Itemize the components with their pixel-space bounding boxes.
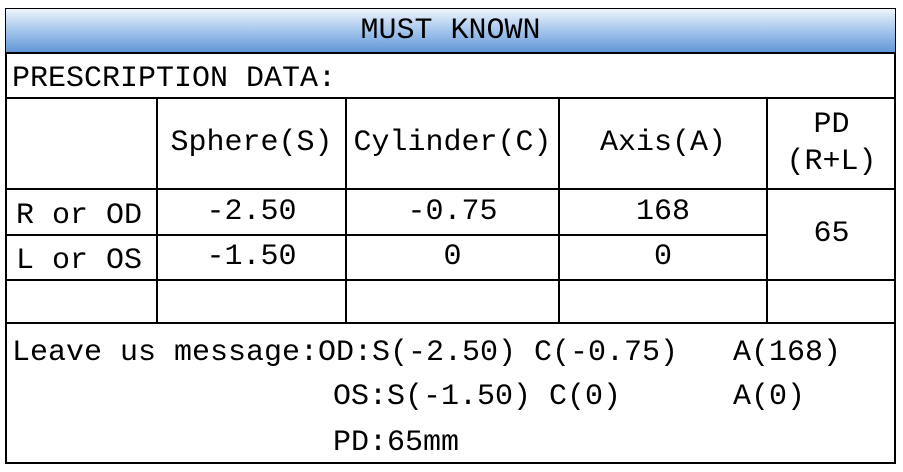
divider — [5, 97, 896, 99]
divider — [558, 97, 560, 323]
section-label: PRESCRIPTION DATA: — [12, 62, 337, 96]
message-os-axis: A(0) — [733, 380, 806, 414]
left-sphere: -1.50 — [206, 240, 297, 275]
pd-value: 65 — [813, 217, 850, 252]
message-pd: PD:65mm — [333, 426, 460, 460]
message-od-axis: A(168) — [733, 336, 842, 370]
divider — [5, 234, 767, 236]
column-header-pd: PD (R+L) — [786, 107, 877, 180]
divider — [156, 97, 158, 323]
row-label-right-eye: R or OD — [16, 199, 143, 233]
divider — [5, 279, 896, 281]
divider — [5, 188, 896, 190]
right-cylinder: -0.75 — [407, 194, 498, 229]
table-title: MUST KNOWN — [6, 9, 895, 53]
divider — [5, 52, 896, 54]
right-axis: 168 — [635, 194, 690, 229]
message-od: OD:S(-2.50) C(-0.75) — [318, 336, 679, 370]
message-os: OS:S(-1.50) C(0) — [333, 380, 622, 414]
row-label-left-eye: L or OS — [16, 244, 143, 278]
column-header-sphere: Sphere(S) — [170, 126, 333, 161]
column-header-cylinder: Cylinder(C) — [353, 126, 552, 161]
divider — [5, 322, 896, 324]
column-header-axis: Axis(A) — [599, 126, 727, 161]
left-axis: 0 — [653, 240, 672, 275]
divider — [345, 97, 347, 323]
right-sphere: -2.50 — [206, 194, 297, 229]
left-cylinder: 0 — [443, 240, 462, 275]
divider — [766, 97, 768, 323]
message-label: Leave us message: — [12, 336, 319, 370]
